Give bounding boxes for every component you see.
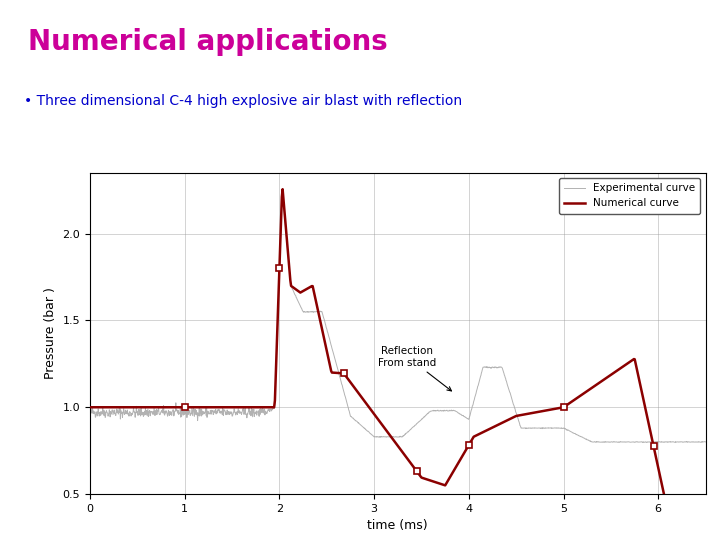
Experimental curve: [371, 434, 379, 440]
Experimental curve: [360, 426, 369, 432]
Text: • Three dimensional C-4 high explosive air blast with reflection: • Three dimensional C-4 high explosive a…: [24, 94, 462, 108]
Text: Pressure plot at 5 feet: Pressure plot at 5 feet: [254, 134, 466, 153]
Experimental curve: [436, 407, 445, 414]
Numerical curve: [616, 365, 625, 372]
Line: Numerical curve: Numerical curve: [90, 189, 706, 518]
X-axis label: time (ms): time (ms): [367, 519, 428, 532]
Numerical curve: [444, 477, 453, 483]
Numerical curve: [86, 404, 94, 410]
Text: Reflection
From stand: Reflection From stand: [378, 346, 451, 391]
Numerical curve: [460, 449, 469, 456]
Numerical curve: [279, 186, 287, 192]
Legend: Experimental curve, Numerical curve: Experimental curve, Numerical curve: [559, 178, 701, 214]
Experimental curve: [158, 406, 167, 412]
Experimental curve: [642, 439, 651, 446]
Experimental curve: [133, 409, 142, 416]
Y-axis label: Pressure (bar ): Pressure (bar ): [44, 287, 57, 380]
Experimental curve: [86, 408, 94, 415]
Numerical curve: [701, 515, 710, 522]
Experimental curve: [347, 414, 356, 420]
Experimental curve: [278, 189, 287, 195]
Numerical curve: [554, 405, 562, 411]
Experimental curve: [701, 438, 710, 445]
Numerical curve: [123, 404, 132, 410]
Line: Experimental curve: Experimental curve: [90, 192, 706, 442]
Numerical curve: [479, 429, 487, 435]
Text: Numerical applications: Numerical applications: [27, 28, 387, 56]
